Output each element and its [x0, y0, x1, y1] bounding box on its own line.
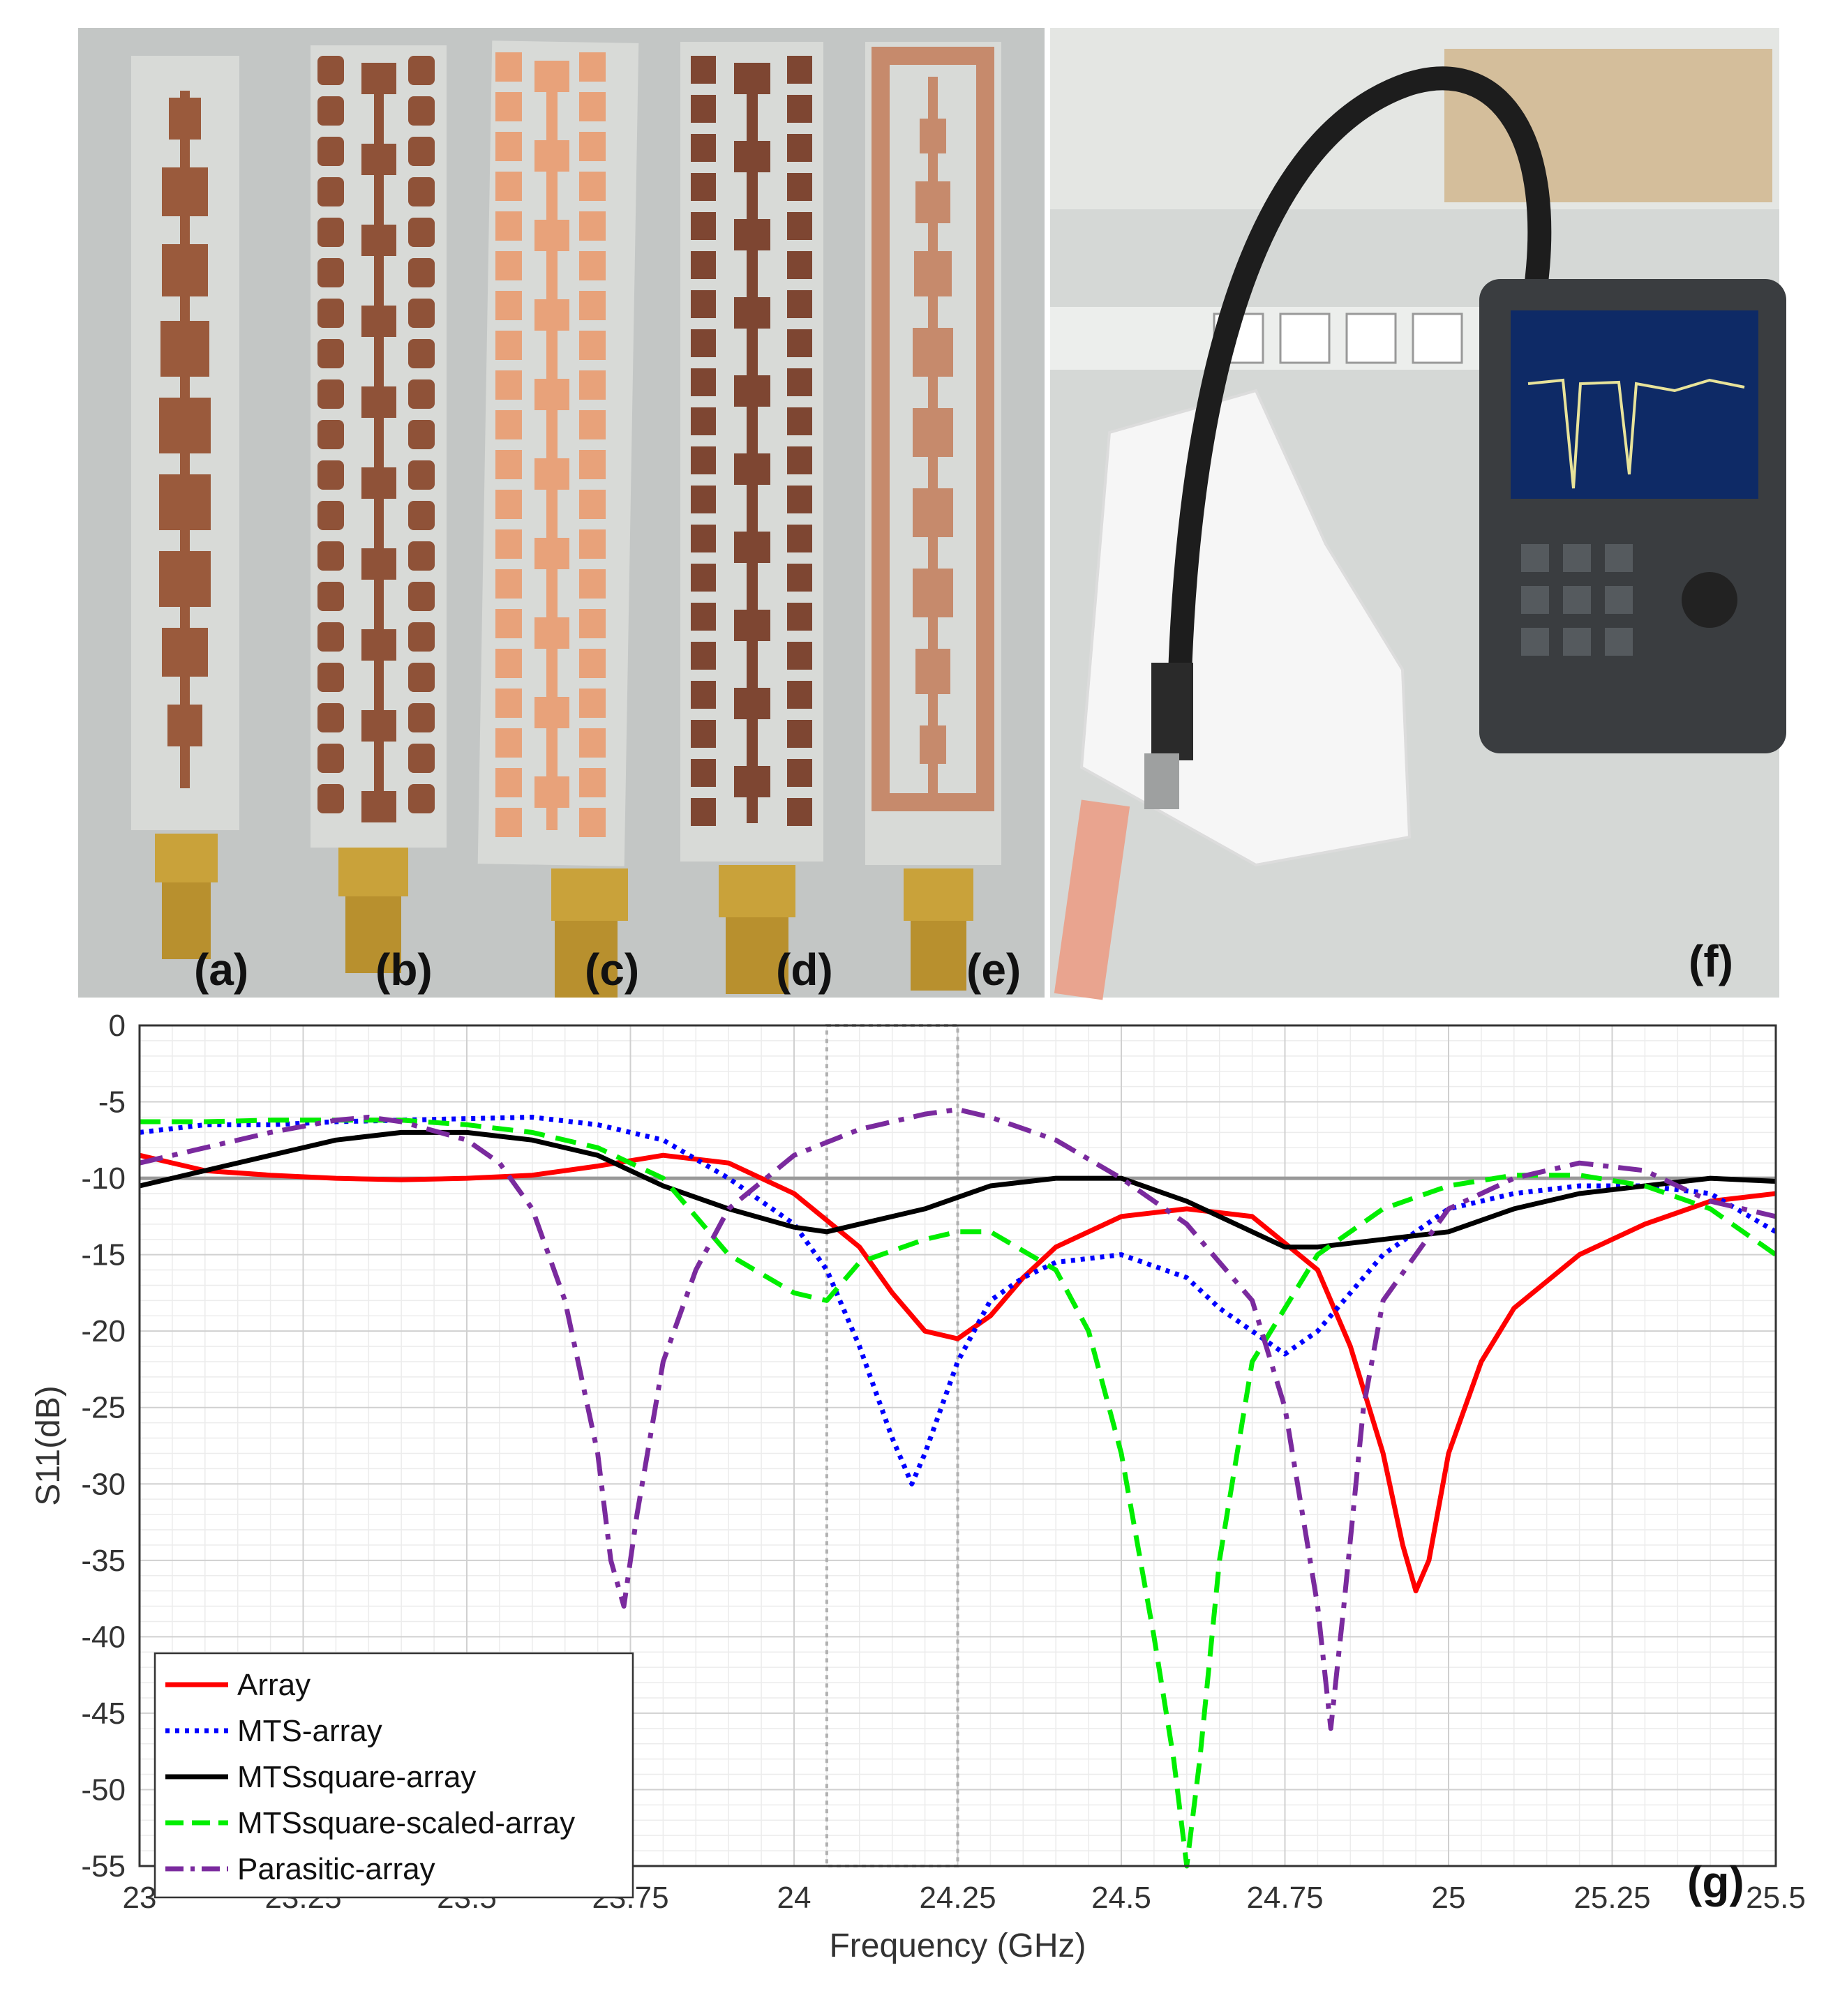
y-tick-label: -30: [81, 1467, 126, 1501]
antenna-board-a: [131, 56, 239, 959]
x-tick-label: 25.5: [1746, 1881, 1806, 1915]
antenna-board-e: [865, 42, 1001, 991]
panel-label-f: (f): [1689, 936, 1733, 986]
legend-label: Parasitic-array: [237, 1852, 435, 1886]
y-tick-labels: 0 -5 -10 -15 -20 -25 -30 -35 -40 -45 -50 -55: [81, 1009, 126, 1883]
measurement-setup-photo: [1050, 28, 1786, 1000]
legend-label: Array: [237, 1668, 311, 1702]
panel-label-e: (e): [966, 945, 1021, 995]
panel-label-g: (g): [1687, 1857, 1744, 1907]
s11-chart: 2323.2523.523.752424.2524.524.752525.252…: [30, 1009, 1806, 1964]
y-tick-label: -35: [81, 1544, 126, 1578]
legend-label: MTSsquare-array: [237, 1760, 476, 1794]
legend: Array MTS-array MTSsquare-array MTSsquare-s…: [154, 1652, 634, 1899]
y-tick-label: -55: [81, 1849, 126, 1883]
panel-label-c: (c): [585, 945, 639, 995]
panel-label-b: (b): [375, 945, 433, 995]
series-lines: [139, 1107, 1778, 1869]
y-tick-label: -45: [81, 1697, 126, 1731]
y-tick-label: -50: [81, 1773, 126, 1807]
legend-label: MTS-array: [237, 1714, 382, 1748]
x-tick-label: 25: [1432, 1881, 1466, 1915]
series-line-3: [140, 1118, 1778, 1869]
panel-label-a: (a): [194, 945, 248, 995]
series-line-0: [139, 1152, 1777, 1594]
legend-box: [154, 1652, 634, 1899]
y-tick-label: -40: [81, 1620, 126, 1654]
y-axis-label: S11(dB): [30, 1385, 67, 1506]
legend-label: MTSsquare-scaled-array: [237, 1806, 575, 1840]
antenna-photographs: (a) (b) (c) (d) (e) (f): [78, 28, 1786, 1000]
plot-frame: [138, 1024, 1777, 1867]
y-tick-label: -10: [81, 1161, 126, 1196]
x-tick-label: 24.25: [919, 1881, 996, 1915]
antenna-board-b: [311, 45, 447, 973]
panel-label-d: (d): [776, 945, 833, 995]
x-axis-label: Frequency (GHz): [829, 1927, 1086, 1964]
x-tick-label: 24: [777, 1881, 811, 1915]
y-tick-label: -5: [98, 1085, 126, 1120]
y-tick-label: -15: [81, 1238, 126, 1272]
y-tick-label: -20: [81, 1314, 126, 1348]
x-tick-label: 25.25: [1573, 1881, 1650, 1915]
antenna-board-c: [477, 40, 639, 998]
x-tick-label: 24.75: [1246, 1881, 1323, 1915]
x-tick-label: 23: [123, 1881, 157, 1915]
y-tick-label: 0: [109, 1009, 126, 1043]
antenna-board-d: [680, 42, 823, 994]
x-tick-label: 24.5: [1091, 1881, 1151, 1915]
y-tick-label: -25: [81, 1391, 126, 1425]
